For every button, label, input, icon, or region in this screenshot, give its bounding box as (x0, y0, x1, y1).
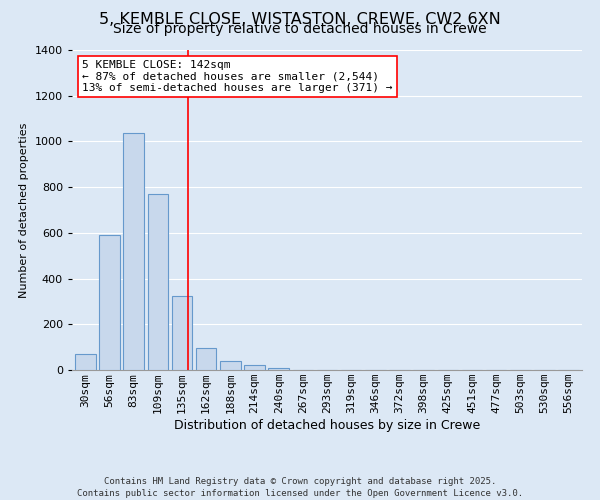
Bar (124, 134, 144, 370)
Text: 5 KEMBLE CLOSE: 142sqm
← 87% of detached houses are smaller (2,544)
13% of semi-: 5 KEMBLE CLOSE: 142sqm ← 87% of detached… (82, 60, 392, 93)
Text: Contains HM Land Registry data © Crown copyright and database right 2025.
Contai: Contains HM Land Registry data © Crown c… (77, 476, 523, 498)
Bar (220, 361, 241, 370)
Bar (268, 368, 289, 370)
Bar (75, 354, 95, 370)
Y-axis label: Number of detached properties: Number of detached properties (19, 122, 29, 298)
Bar (148, 194, 168, 370)
Bar (172, 296, 192, 370)
X-axis label: Distribution of detached houses by size in Crewe: Distribution of detached houses by size … (174, 419, 480, 432)
Text: 5, KEMBLE CLOSE, WISTASTON, CREWE, CW2 6XN: 5, KEMBLE CLOSE, WISTASTON, CREWE, CW2 6… (99, 12, 501, 28)
Bar (244, 366, 265, 370)
Bar (99, 235, 120, 370)
Bar (196, 348, 217, 370)
Text: Size of property relative to detached houses in Crewe: Size of property relative to detached ho… (113, 22, 487, 36)
